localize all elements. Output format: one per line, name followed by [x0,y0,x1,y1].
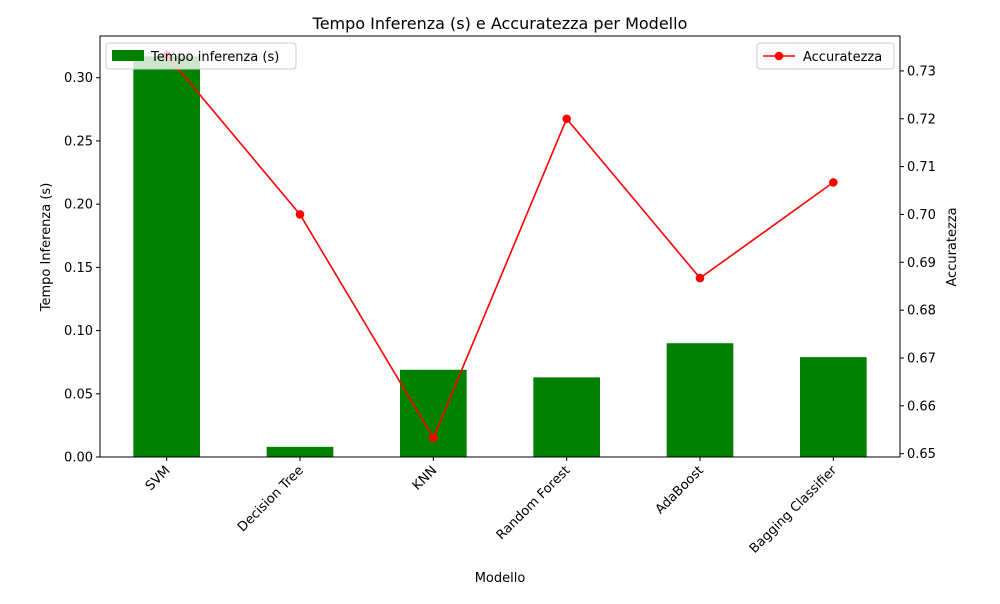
y-right-tick-label-7: 0.72 [907,112,936,127]
y-right-tick-label-2: 0.67 [907,351,936,366]
x-tick-label-4: AdaBoost [653,463,707,517]
y-right-tick-label-4: 0.69 [907,256,936,271]
legend-right-marker [774,51,784,61]
plot-frame [99,35,901,458]
y-right-tick-label-8: 0.73 [907,64,936,79]
legend-right-box [756,42,895,70]
x-tick-label-5: Bagging Classifier [747,463,841,557]
line-layer [162,50,838,443]
y-right-tick-label-1: 0.66 [907,399,936,414]
accuracy-point-4 [695,273,705,283]
accuracy-point-5 [829,178,838,187]
y-left-tick-label-2: 0.10 [64,324,93,339]
y-axis-label-left: Tempo Inferenza (s) [39,183,54,313]
accuracy-point-1 [295,210,305,219]
y-axis-label-right: Accuratezza [945,207,960,286]
accuracy-point-3 [562,114,571,124]
y-left-tick-label-6: 0.30 [64,71,93,86]
legend-right-label: Accuratezza [803,50,882,65]
x-tick-label-2: KNN [410,463,440,493]
x-tick-label-3: Random Forest [494,463,574,543]
y-left-tick-label-3: 0.15 [64,261,93,276]
bar-3 [533,377,600,457]
y-left-tick-label-1: 0.05 [64,387,93,402]
accuracy-point-2 [429,433,438,443]
x-axis-label: Modello [475,571,526,586]
y-left-tick-label-5: 0.25 [64,134,93,149]
y-left-tick-label-4: 0.20 [64,198,93,213]
accuracy-line [166,54,834,440]
y-right-tick-label-6: 0.71 [907,160,936,175]
bars-layer [133,56,867,457]
legend-left-box [105,42,297,70]
x-tick-label-0: SVM [143,463,174,494]
bar-0 [133,56,200,457]
y-right-tick-label-3: 0.68 [907,304,936,319]
legend-left-swatch [112,50,144,61]
y-right-tick-label-5: 0.70 [907,208,936,223]
bar-1 [266,446,334,457]
chart-title: Tempo Inferenza (s) e Accuratezza per Mo… [312,14,688,33]
bar-5 [800,357,867,457]
legend-layer: Tempo inferenza (s) Accuratezza [105,42,895,70]
y-left-tick-label-0: 0.00 [64,451,93,466]
x-tick-label-1: Decision Tree [235,463,307,535]
y-right-tick-label-0: 0.65 [907,447,936,462]
bar-4 [666,343,734,457]
legend-left-label: Tempo inferenza (s) [150,50,279,65]
